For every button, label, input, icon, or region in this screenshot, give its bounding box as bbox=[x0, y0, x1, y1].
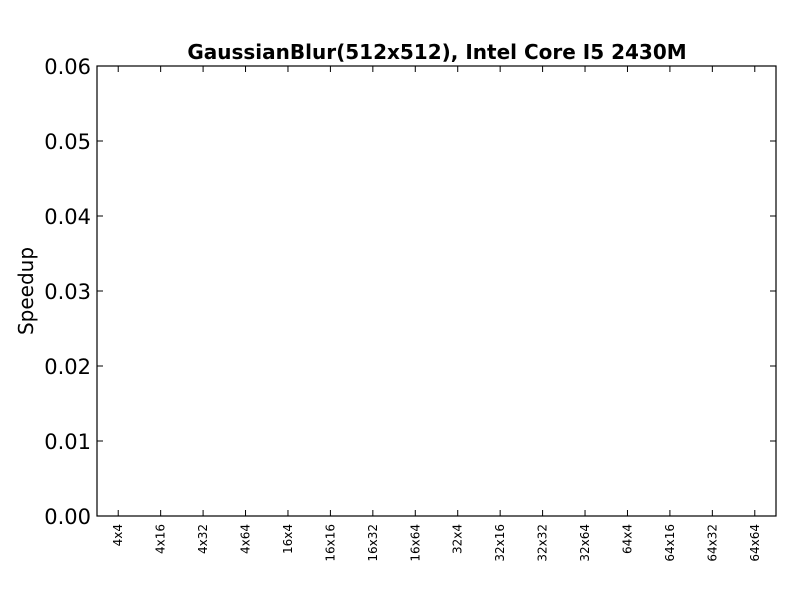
y-tick-label: 0.00 bbox=[44, 505, 91, 529]
x-tick-label: 4x32 bbox=[196, 524, 210, 554]
y-tick-label: 0.03 bbox=[44, 280, 91, 304]
y-tick-label: 0.01 bbox=[44, 430, 91, 454]
chart-title: GaussianBlur(512x512), Intel Core I5 243… bbox=[187, 40, 686, 64]
x-tick-label: 32x32 bbox=[536, 524, 550, 562]
x-tick-label: 16x32 bbox=[366, 524, 380, 562]
plot-frame bbox=[96, 65, 777, 517]
x-tick-label: 32x16 bbox=[493, 524, 507, 562]
x-tick-label: 64x16 bbox=[663, 524, 677, 562]
x-tick-label: 4x64 bbox=[239, 524, 253, 554]
x-tick-label: 4x16 bbox=[154, 524, 168, 554]
x-tick-label: 64x4 bbox=[620, 524, 634, 554]
x-tick-label: 64x32 bbox=[705, 524, 719, 562]
x-tick-label: 32x4 bbox=[451, 524, 465, 554]
y-tick-label: 0.05 bbox=[44, 130, 91, 154]
y-axis-label: Speedup bbox=[14, 247, 38, 335]
y-tick-label: 0.04 bbox=[44, 205, 91, 229]
x-tick-label: 16x4 bbox=[281, 524, 295, 554]
y-ticks: 0.00 0.01 0.02 0.03 0.04 0.05 0.06 bbox=[44, 55, 776, 529]
x-ticks: 4x4 4x16 4x32 4x64 16x4 16x16 16x32 16x64 32x4 32… bbox=[111, 66, 762, 562]
x-tick-label: 4x4 bbox=[111, 524, 125, 546]
x-tick-label: 16x64 bbox=[408, 524, 422, 562]
x-tick-label: 32x64 bbox=[578, 524, 592, 562]
y-tick-label: 0.06 bbox=[44, 55, 91, 79]
x-tick-label: 16x16 bbox=[323, 524, 337, 562]
y-tick-label: 0.02 bbox=[44, 355, 91, 379]
x-tick-label: 64x64 bbox=[748, 524, 762, 562]
